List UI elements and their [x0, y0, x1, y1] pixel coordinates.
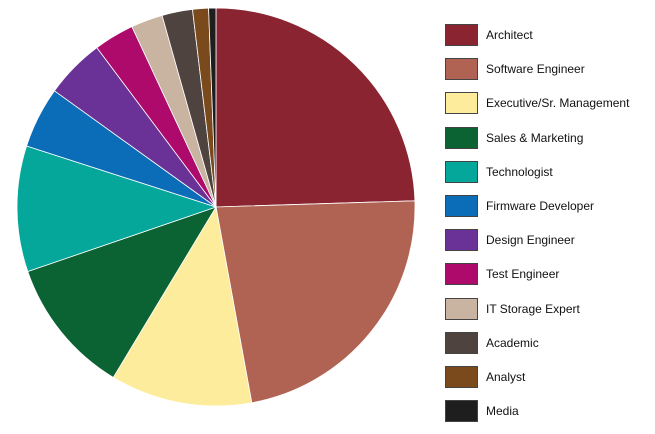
legend-label-5: Firmware Developer [486, 198, 595, 213]
legend-item-9: Academic [445, 331, 650, 366]
legend-item-0: Architect [445, 24, 650, 58]
pie-slice-2 [112, 205, 253, 407]
legend-label-8: IT Storage Expert [486, 301, 580, 316]
legend-item-1: Software Engineer [445, 58, 650, 92]
legend-label-2: Executive/Sr. Management [486, 96, 630, 111]
legend-swatch-2 [445, 92, 478, 115]
legend-swatch-3 [445, 126, 478, 149]
legend-item-4: Technologist [445, 160, 650, 195]
legend-item-6: Design Engineer [445, 229, 650, 263]
legend-item-10: Analyst [445, 365, 650, 400]
legend-item-11: Media [445, 400, 650, 434]
legend-label-7: Test Engineer [486, 267, 560, 282]
legend-label-11: Media [486, 404, 519, 419]
pie-slice-0 [215, 7, 416, 208]
pie-slice-3 [27, 206, 217, 378]
legend-swatch-6 [445, 229, 478, 252]
legend-item-7: Test Engineer [445, 263, 650, 297]
pie-slice-4 [16, 145, 218, 273]
legend-swatch-0 [445, 24, 478, 46]
pie-chart: Architect Software Engineer Executive/Sr. … [16, 7, 629, 423]
legend-item-3: Sales & Marketing [445, 126, 650, 161]
pie-slice-11 [208, 7, 217, 208]
pie-slice-1 [215, 200, 416, 404]
legend-swatch-8 [445, 297, 478, 320]
legend-label-6: Design Engineer [486, 233, 575, 248]
legend-label-3: Sales & Marketing [486, 130, 584, 145]
pie-plot [16, 7, 416, 407]
legend-swatch-1 [445, 58, 478, 81]
legend-item-8: IT Storage Expert [445, 297, 650, 332]
legend-label-0: Architect [486, 28, 533, 42]
legend-swatch-4 [445, 160, 478, 183]
legend-swatch-7 [445, 263, 478, 286]
legend-item-2: Executive/Sr. Management [445, 92, 650, 126]
legend-swatch-5 [445, 194, 478, 217]
legend-label-10: Analyst [486, 369, 526, 384]
chart-legend: Architect Software Engineer Executive/Sr. … [445, 24, 650, 434]
legend-label-9: Academic [486, 335, 539, 350]
legend-label-4: Technologist [486, 164, 553, 179]
legend-swatch-9 [445, 331, 478, 354]
legend-label-1: Software Engineer [486, 62, 585, 77]
legend-swatch-10 [445, 365, 478, 388]
legend-item-5: Firmware Developer [445, 194, 650, 229]
